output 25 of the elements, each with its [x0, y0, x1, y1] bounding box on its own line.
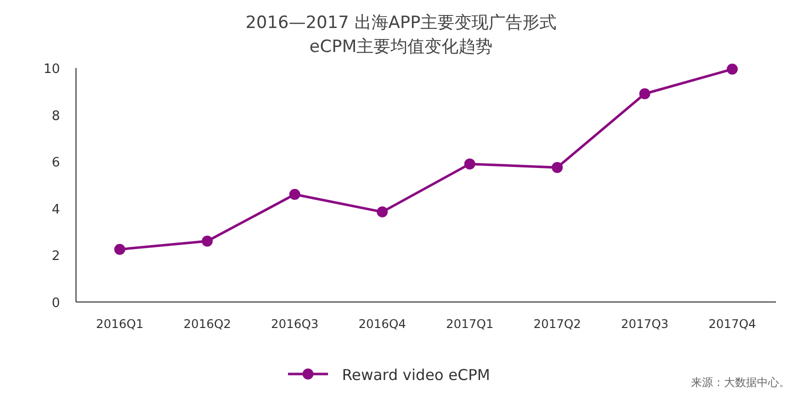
x-tick-label: 2016Q3 [270, 317, 319, 331]
y-tick-label: 2 [52, 249, 60, 264]
y-tick-label: 8 [52, 108, 60, 124]
y-tick-label: 6 [52, 156, 60, 171]
y-tick-label: 10 [43, 62, 60, 77]
x-tick-label: 2016Q4 [358, 317, 406, 331]
point [114, 244, 126, 255]
point [464, 158, 476, 170]
point [552, 162, 563, 173]
x-tick-label: 2017Q2 [533, 317, 582, 331]
point [376, 206, 388, 218]
chart-title: 2016—2017 出海APP主要变现广告形式 eCPM主要均值变化趋势 [245, 13, 557, 57]
x-tick-label: 2016Q2 [183, 317, 232, 331]
point [289, 188, 300, 200]
x-tick-label: 2016Q1 [96, 317, 144, 331]
point [726, 64, 738, 75]
point [202, 236, 213, 247]
x-tick-label: 2017Q4 [708, 317, 756, 331]
y-tick-label: 0 [52, 296, 60, 311]
legend-label: Reward video eCPM [342, 366, 490, 384]
point [639, 88, 650, 100]
x-tick-label: 2017Q3 [620, 317, 669, 331]
source-note: 来源：大数据中心。 [691, 376, 790, 389]
y-tick-label: 4 [52, 202, 60, 218]
x-tick-label: 2017Q1 [446, 317, 494, 331]
